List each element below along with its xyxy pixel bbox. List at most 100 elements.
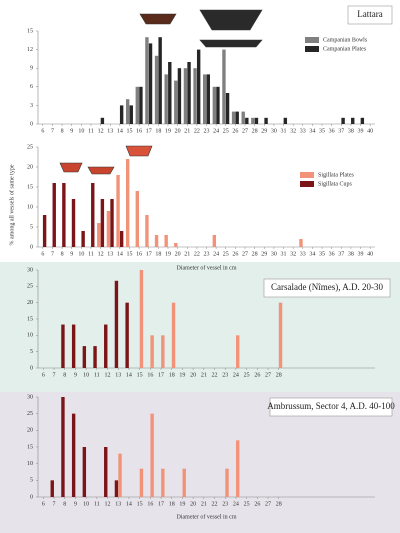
bar: [125, 302, 129, 368]
bar: [71, 199, 76, 247]
x-tick-label: 19: [165, 128, 171, 134]
x-tick-label: 26: [254, 501, 260, 507]
x-tick-label: 31: [281, 251, 287, 257]
x-tick-label: 11: [94, 501, 100, 507]
x-tick-label: 21: [201, 501, 207, 507]
x-tick-label: 6: [41, 251, 44, 257]
bar: [62, 183, 66, 247]
x-tick-label: 6: [42, 501, 45, 507]
x-tick-label: 35: [319, 128, 325, 134]
x-tick-label: 9: [70, 251, 73, 257]
bar: [183, 68, 188, 124]
bar: [139, 468, 144, 497]
bar: [278, 302, 283, 368]
x-tick-label: 13: [107, 128, 113, 134]
bar: [168, 62, 172, 124]
x-tick-label: 20: [190, 372, 196, 378]
bar: [145, 37, 149, 125]
y-tick-label: 12: [27, 47, 33, 53]
x-tick-label: 30: [271, 128, 277, 134]
bar: [71, 324, 76, 368]
y-tick-label: 20: [27, 164, 33, 170]
x-tick-label: 22: [194, 251, 200, 257]
bar: [82, 447, 87, 497]
y-tick-label: 10: [27, 204, 33, 210]
bar: [52, 183, 56, 247]
legend-swatch: [305, 46, 319, 52]
bar: [216, 86, 220, 124]
x-tick-label: 26: [232, 128, 238, 134]
bar: [106, 211, 111, 247]
bar: [100, 199, 105, 247]
x-tick-label: 25: [223, 128, 229, 134]
x-tick-label: 27: [242, 128, 248, 134]
bar: [119, 105, 124, 124]
bar: [104, 324, 108, 368]
vessel-icons: [59, 9, 263, 175]
x-tick-label: 27: [242, 251, 248, 257]
x-tick-label: 12: [98, 251, 104, 257]
x-tick-label: 21: [184, 128, 190, 134]
y-tick-label: 10: [27, 461, 33, 467]
x-tick-label: 17: [146, 251, 152, 257]
x-tick-label: 14: [117, 251, 123, 257]
x-tick-label: 6: [41, 128, 44, 134]
x-tick-label: 8: [63, 372, 66, 378]
y-tick-label: 0: [30, 365, 33, 371]
legend-label: Sigillata Plates: [318, 172, 354, 178]
x-tick-label: 18: [155, 128, 161, 134]
bar: [236, 335, 240, 368]
x-tick-label: 10: [83, 372, 89, 378]
x-tick-label: 35: [319, 251, 325, 257]
bar: [150, 413, 154, 497]
x-tick-label: 20: [190, 501, 196, 507]
x-tick-label: 23: [204, 251, 210, 257]
x-tick-label: 9: [74, 372, 77, 378]
x-tick-label: 15: [126, 128, 132, 134]
x-tick-label: 10: [83, 501, 89, 507]
x-tick-label: 23: [222, 501, 228, 507]
x-tick-label: 27: [265, 501, 271, 507]
y-tick-label: 6: [30, 84, 33, 90]
y-tick-label: 30: [27, 394, 33, 400]
bar: [360, 117, 365, 124]
bar: [341, 117, 345, 124]
x-tick-label: 24: [233, 501, 239, 507]
bar: [177, 68, 182, 124]
x-tick-label: 7: [51, 128, 54, 134]
bar: [161, 468, 165, 497]
bar: [114, 280, 119, 368]
x-tick-label: 9: [74, 501, 77, 507]
y-axis-label: % among all vessels of same type: [8, 164, 15, 245]
bar: [187, 62, 191, 124]
bar: [212, 86, 217, 124]
x-tick-label: 28: [276, 501, 282, 507]
x-tick-label: 34: [309, 128, 315, 134]
x-tick-label: 40: [367, 128, 373, 134]
x-tick-label: 20: [175, 128, 181, 134]
y-tick-label: 25: [27, 411, 33, 417]
y-tick-label: 0: [30, 121, 33, 127]
x-tick-label: 14: [126, 372, 132, 378]
x-tick-label: 13: [115, 501, 121, 507]
bar: [203, 74, 207, 124]
x-tick-label: 34: [309, 251, 315, 257]
chart-title: Lattara: [357, 9, 382, 19]
bar: [139, 270, 144, 368]
bar: [61, 324, 65, 368]
title-box: [269, 397, 393, 417]
bar: [42, 215, 47, 247]
x-tick-label: 24: [213, 128, 219, 134]
bar: [225, 468, 229, 497]
title-box: [263, 278, 391, 298]
x-tick-label: 36: [329, 251, 335, 257]
bar: [193, 68, 197, 124]
x-tick-label: 12: [105, 501, 111, 507]
bar: [235, 111, 239, 124]
x-tick-label: 39: [358, 128, 364, 134]
bar: [222, 49, 226, 124]
bar: [164, 235, 168, 247]
bar: [206, 74, 210, 124]
x-tick-label: 19: [165, 251, 171, 257]
